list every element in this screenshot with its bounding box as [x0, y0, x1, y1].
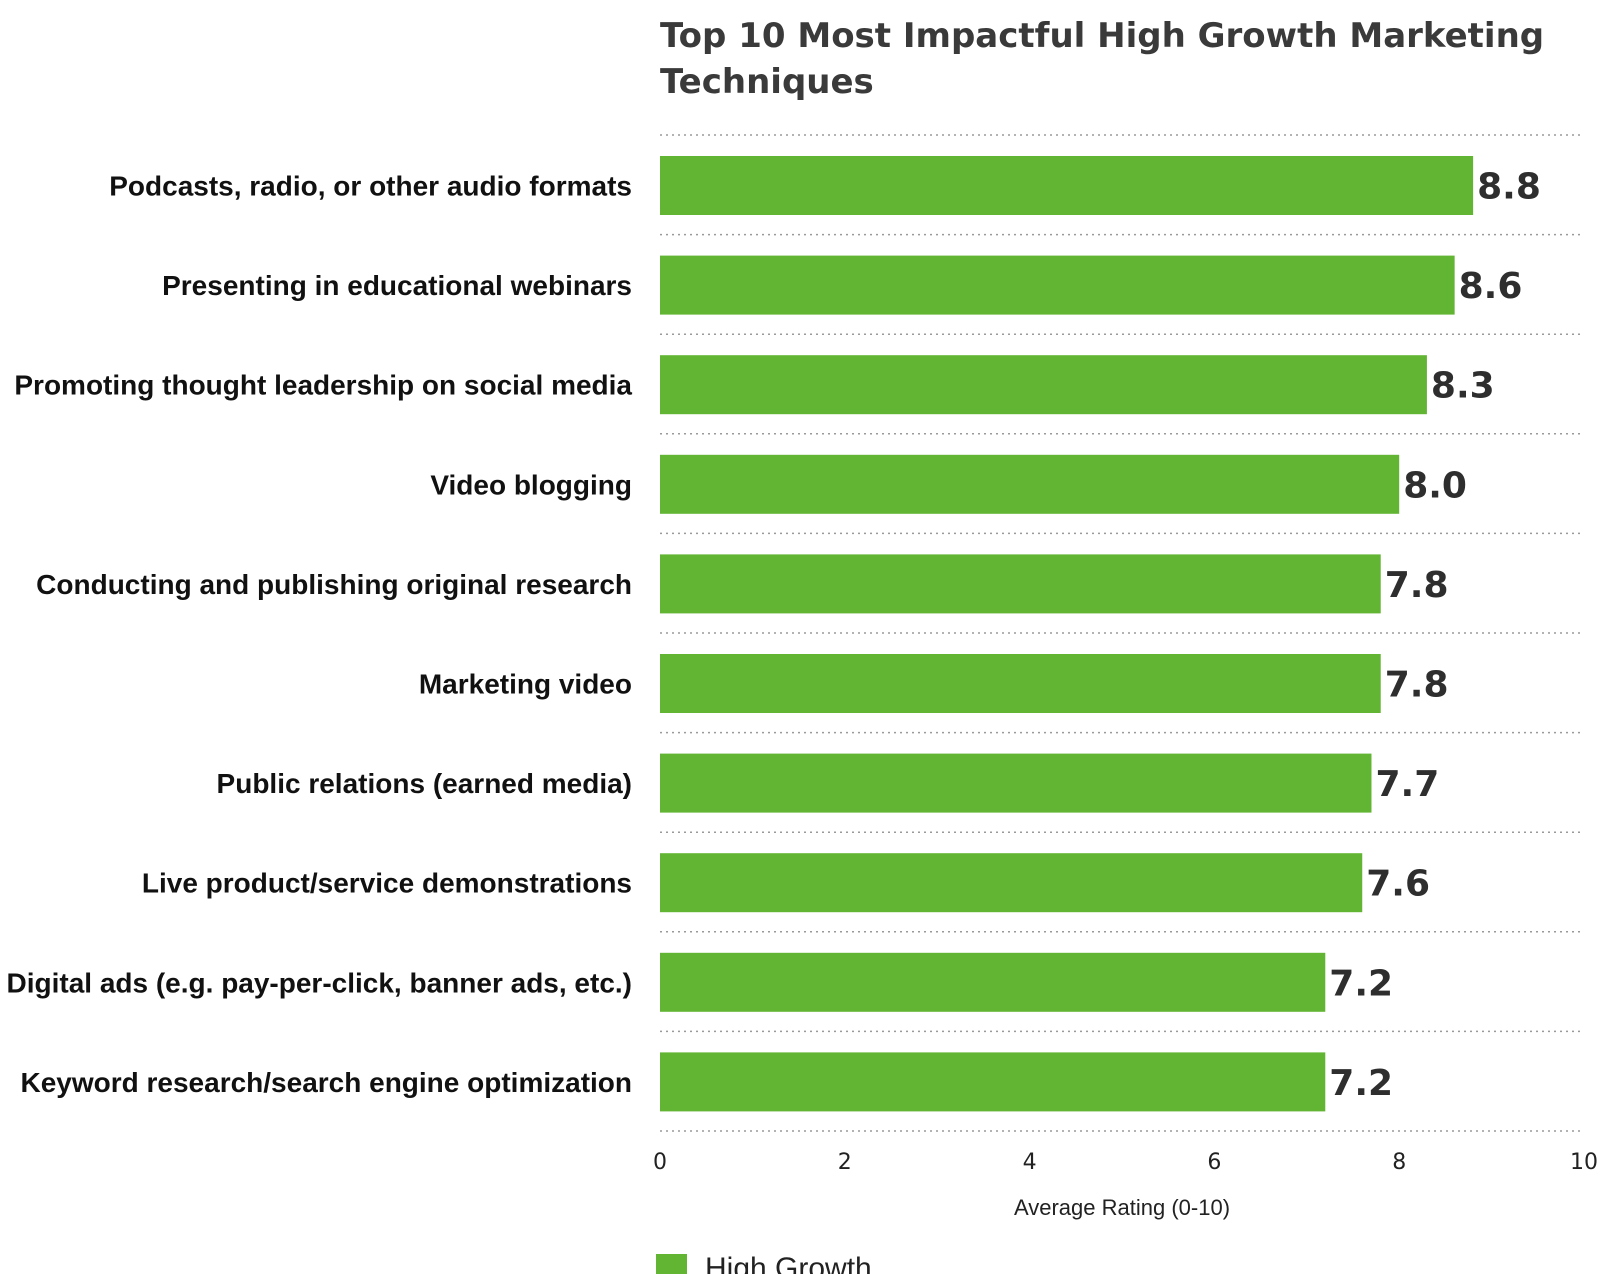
category-label: Conducting and publishing original resea… [36, 569, 632, 600]
bar [660, 853, 1363, 913]
chart-title-line-2: Techniques [660, 62, 874, 102]
x-axis-title: Average Rating (0-10) [1014, 1195, 1230, 1220]
legend-swatch-high-growth [656, 1254, 687, 1274]
value-label: 8.6 [1459, 266, 1523, 307]
bar [660, 554, 1381, 614]
legend-label-high-growth: High Growth [705, 1252, 872, 1274]
bar [660, 952, 1326, 1012]
category-label: Podcasts, radio, or other audio formats [109, 171, 632, 202]
gridlines [660, 134, 1584, 1132]
category-label: Presenting in educational webinars [162, 270, 632, 301]
value-label: 7.7 [1375, 764, 1439, 805]
x-tick-label: 4 [1023, 1150, 1037, 1175]
x-tick-label: 6 [1207, 1150, 1221, 1175]
x-tick-label: 2 [838, 1150, 852, 1175]
value-label: 7.8 [1385, 565, 1449, 606]
chart-title: Top 10 Most Impactful High Growth Market… [660, 16, 1544, 102]
category-label: Video blogging [430, 469, 632, 500]
bars [660, 156, 1474, 1112]
bar [660, 454, 1400, 514]
bar [660, 156, 1474, 215]
chart-title-line-1: Top 10 Most Impactful High Growth Market… [660, 16, 1544, 56]
category-labels: Podcasts, radio, or other audio formats P… [6, 171, 632, 1098]
category-label: Keyword research/search engine optimizat… [20, 1067, 632, 1098]
x-tick-label: 0 [653, 1150, 667, 1175]
value-label: 7.8 [1385, 665, 1449, 706]
value-label: 8.8 [1477, 167, 1541, 208]
category-label: Marketing video [419, 669, 632, 700]
value-label: 7.6 [1366, 864, 1430, 905]
bar [660, 654, 1381, 713]
x-tick-label: 10 [1570, 1150, 1598, 1175]
value-label: 8.0 [1403, 465, 1467, 506]
legend: High Growth [656, 1252, 872, 1274]
category-label: Public relations (earned media) [217, 768, 632, 799]
bar [660, 753, 1372, 813]
value-label: 8.3 [1431, 366, 1495, 407]
bar [660, 355, 1427, 415]
category-label: Digital ads (e.g. pay-per-click, banner … [6, 967, 632, 998]
category-label: Promoting thought leadership on social m… [14, 370, 632, 401]
value-label: 7.2 [1329, 963, 1393, 1004]
value-labels: 8.8 8.6 8.3 8.0 7.8 7.8 7.7 7.6 7.2 7.2 [1329, 167, 1541, 1104]
bar [660, 255, 1455, 315]
bar [660, 1052, 1326, 1112]
x-axis-ticks: 0 2 4 6 8 10 [653, 1150, 1598, 1175]
value-label: 7.2 [1329, 1063, 1393, 1104]
x-tick-label: 8 [1392, 1150, 1406, 1175]
category-label: Live product/service demonstrations [142, 868, 632, 899]
